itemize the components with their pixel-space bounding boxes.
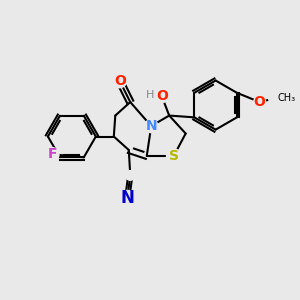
Circle shape (46, 148, 59, 161)
Circle shape (155, 89, 168, 103)
Circle shape (167, 149, 181, 163)
Text: S: S (169, 149, 179, 163)
Text: N: N (146, 119, 157, 133)
Circle shape (145, 119, 158, 133)
Text: O: O (114, 74, 126, 88)
Circle shape (268, 93, 279, 104)
Text: CH₃: CH₃ (278, 94, 296, 103)
Text: N: N (120, 189, 134, 207)
Text: O: O (156, 89, 168, 103)
Text: F: F (48, 147, 57, 161)
Circle shape (113, 74, 126, 88)
Text: O: O (254, 95, 266, 109)
Circle shape (120, 190, 135, 206)
Text: H: H (146, 90, 154, 100)
Circle shape (125, 171, 135, 180)
Circle shape (254, 96, 266, 108)
